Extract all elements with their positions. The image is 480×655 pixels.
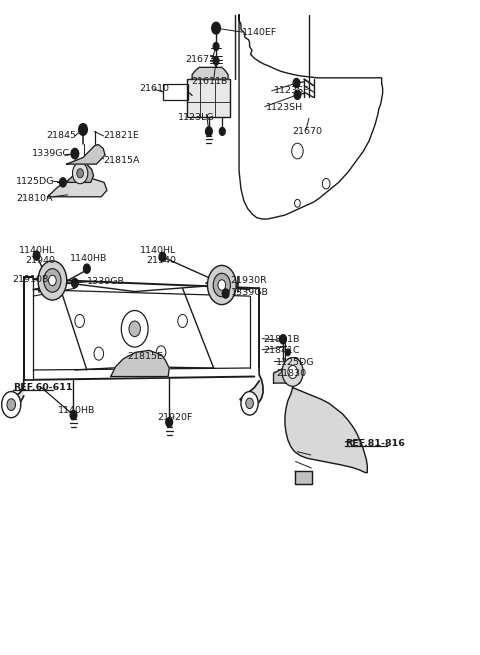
Circle shape [178, 314, 187, 328]
Circle shape [207, 265, 236, 305]
Polygon shape [295, 472, 312, 484]
Text: 1339GB: 1339GB [87, 277, 125, 286]
Circle shape [213, 57, 219, 65]
Text: 21821E: 21821E [104, 132, 140, 140]
Circle shape [241, 392, 258, 415]
Text: 1140HB: 1140HB [70, 253, 108, 263]
Text: 21830: 21830 [276, 369, 306, 378]
Circle shape [205, 127, 212, 136]
Text: 21673: 21673 [185, 55, 215, 64]
Circle shape [282, 358, 303, 386]
Text: 21940: 21940 [25, 255, 56, 265]
Circle shape [94, 347, 104, 360]
Circle shape [219, 128, 225, 136]
Circle shape [72, 163, 88, 183]
Text: 21930R: 21930R [230, 276, 267, 285]
Polygon shape [285, 388, 367, 473]
Text: 1339GB: 1339GB [230, 288, 268, 297]
Polygon shape [48, 178, 107, 196]
Polygon shape [67, 145, 105, 164]
Circle shape [293, 79, 300, 88]
Circle shape [38, 261, 67, 300]
Text: 1123SF: 1123SF [274, 86, 309, 96]
Polygon shape [274, 360, 302, 383]
Circle shape [246, 398, 253, 409]
Circle shape [166, 418, 172, 427]
Circle shape [33, 251, 40, 260]
Circle shape [60, 178, 66, 187]
Circle shape [213, 273, 230, 297]
Circle shape [156, 346, 166, 359]
Circle shape [294, 90, 301, 100]
Circle shape [280, 335, 287, 344]
Text: 21670: 21670 [293, 127, 323, 136]
Text: 21810A: 21810A [16, 195, 52, 203]
Text: REF.81-816: REF.81-816 [345, 439, 405, 447]
Polygon shape [192, 67, 228, 79]
Circle shape [212, 22, 220, 34]
Circle shape [72, 278, 78, 288]
Text: 1140HL: 1140HL [140, 246, 176, 255]
Text: 1125DG: 1125DG [276, 358, 314, 367]
Circle shape [129, 321, 141, 337]
Text: 1339GC: 1339GC [32, 149, 70, 158]
Circle shape [286, 349, 290, 356]
Circle shape [288, 365, 298, 379]
Circle shape [44, 269, 61, 292]
Text: 21841B: 21841B [263, 335, 300, 344]
Circle shape [159, 252, 166, 261]
Text: 1123LG: 1123LG [178, 113, 215, 122]
Text: 21845: 21845 [46, 132, 76, 140]
Circle shape [77, 169, 84, 178]
Circle shape [292, 143, 303, 159]
Polygon shape [5, 380, 24, 410]
Circle shape [7, 399, 15, 411]
Circle shape [79, 124, 87, 136]
Text: 21610: 21610 [140, 84, 169, 94]
Text: 1140HB: 1140HB [58, 406, 96, 415]
Text: 21841C: 21841C [263, 346, 300, 355]
Circle shape [121, 310, 148, 347]
Circle shape [48, 275, 56, 286]
Circle shape [295, 199, 300, 207]
Text: 21611B: 21611B [191, 77, 228, 86]
Circle shape [71, 149, 79, 159]
Text: 1140HL: 1140HL [19, 246, 55, 255]
Text: 21910B: 21910B [12, 274, 49, 284]
Polygon shape [67, 163, 94, 182]
FancyBboxPatch shape [187, 79, 230, 117]
Circle shape [323, 178, 330, 189]
Text: REF.60-611: REF.60-611 [12, 383, 72, 392]
Circle shape [292, 358, 299, 367]
Text: 1123SH: 1123SH [266, 103, 303, 113]
Circle shape [1, 392, 21, 418]
Circle shape [84, 264, 90, 273]
Polygon shape [111, 350, 169, 377]
Text: 21815E: 21815E [128, 352, 163, 362]
Text: 21815A: 21815A [104, 156, 140, 164]
Circle shape [70, 411, 77, 420]
Text: 1125DG: 1125DG [16, 177, 55, 185]
Circle shape [222, 289, 229, 298]
Circle shape [218, 280, 226, 290]
Text: 21920F: 21920F [157, 413, 193, 422]
Circle shape [213, 43, 219, 50]
Circle shape [75, 314, 84, 328]
Text: 1140EF: 1140EF [242, 28, 277, 37]
Polygon shape [240, 367, 263, 406]
Text: 21940: 21940 [147, 255, 177, 265]
